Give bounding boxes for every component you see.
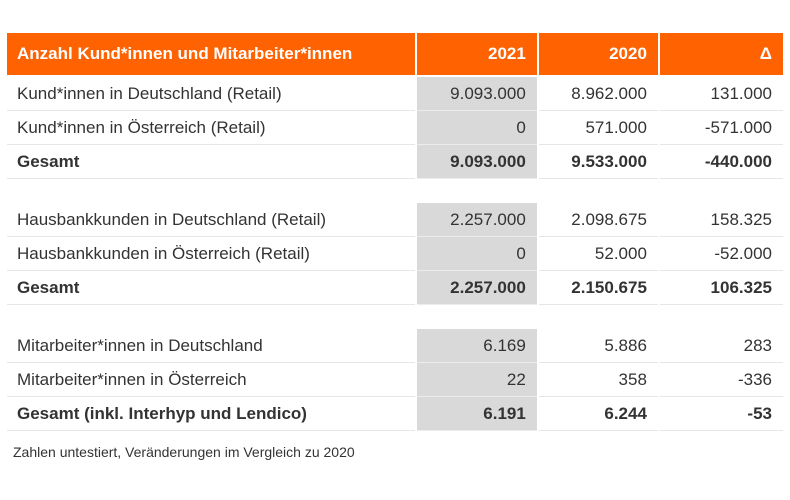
value-2020: 2.098.675 bbox=[538, 203, 658, 237]
value-delta: 106.325 bbox=[659, 271, 783, 305]
value-2020: 5.886 bbox=[538, 329, 658, 363]
row-label: Mitarbeiter*innen in Deutschland bbox=[7, 329, 415, 363]
table-row: Mitarbeiter*innen in Deutschland 6.169 5… bbox=[7, 329, 783, 363]
value-2021: 6.191 bbox=[416, 397, 537, 431]
row-label: Gesamt bbox=[7, 145, 415, 179]
table-header: Anzahl Kund*innen und Mitarbeiter*innen … bbox=[7, 33, 783, 75]
total-row: Gesamt (inkl. Interhyp und Lendico) 6.19… bbox=[7, 397, 783, 431]
value-2020: 571.000 bbox=[538, 111, 658, 145]
total-row: Gesamt 9.093.000 9.533.000 -440.000 bbox=[7, 145, 783, 179]
value-2020: 8.962.000 bbox=[538, 77, 658, 111]
value-2020: 9.533.000 bbox=[538, 145, 658, 179]
value-2021: 2.257.000 bbox=[416, 271, 537, 305]
row-label: Gesamt bbox=[7, 271, 415, 305]
value-2021: 9.093.000 bbox=[416, 77, 537, 111]
header-2020: 2020 bbox=[538, 33, 658, 75]
value-2021: 2.257.000 bbox=[416, 203, 537, 237]
value-delta: -53 bbox=[659, 397, 783, 431]
table-row: Kund*innen in Österreich (Retail) 0 571.… bbox=[7, 111, 783, 145]
row-label: Kund*innen in Österreich (Retail) bbox=[7, 111, 415, 145]
row-label: Gesamt (inkl. Interhyp und Lendico) bbox=[7, 397, 415, 431]
row-label: Kund*innen in Deutschland (Retail) bbox=[7, 77, 415, 111]
header-delta: Δ bbox=[659, 33, 783, 75]
value-delta: -440.000 bbox=[659, 145, 783, 179]
header-2021: 2021 bbox=[416, 33, 537, 75]
value-delta: 131.000 bbox=[659, 77, 783, 111]
value-delta: -336 bbox=[659, 363, 783, 397]
table-row: Hausbankkunden in Österreich (Retail) 0 … bbox=[7, 237, 783, 271]
value-delta: 158.325 bbox=[659, 203, 783, 237]
value-2020: 2.150.675 bbox=[538, 271, 658, 305]
table-row: Hausbankkunden in Deutschland (Retail) 2… bbox=[7, 203, 783, 237]
value-delta: -52.000 bbox=[659, 237, 783, 271]
value-2021: 6.169 bbox=[416, 329, 537, 363]
row-label: Hausbankkunden in Deutschland (Retail) bbox=[7, 203, 415, 237]
value-2020: 52.000 bbox=[538, 237, 658, 271]
total-row: Gesamt 2.257.000 2.150.675 106.325 bbox=[7, 271, 783, 305]
group-spacer bbox=[7, 179, 783, 203]
row-label: Hausbankkunden in Österreich (Retail) bbox=[7, 237, 415, 271]
table-row: Kund*innen in Deutschland (Retail) 9.093… bbox=[7, 77, 783, 111]
header-title: Anzahl Kund*innen und Mitarbeiter*innen bbox=[7, 33, 415, 75]
value-2021: 9.093.000 bbox=[416, 145, 537, 179]
value-delta: -571.000 bbox=[659, 111, 783, 145]
value-2020: 358 bbox=[538, 363, 658, 397]
footnote: Zahlen untestiert, Veränderungen im Verg… bbox=[13, 444, 355, 460]
value-2021: 0 bbox=[416, 111, 537, 145]
group-spacer bbox=[7, 305, 783, 329]
value-delta: 283 bbox=[659, 329, 783, 363]
value-2020: 6.244 bbox=[538, 397, 658, 431]
customer-employee-table: Anzahl Kund*innen und Mitarbeiter*innen … bbox=[7, 33, 783, 431]
value-2021: 0 bbox=[416, 237, 537, 271]
value-2021: 22 bbox=[416, 363, 537, 397]
row-label: Mitarbeiter*innen in Österreich bbox=[7, 363, 415, 397]
table-row: Mitarbeiter*innen in Österreich 22 358 -… bbox=[7, 363, 783, 397]
